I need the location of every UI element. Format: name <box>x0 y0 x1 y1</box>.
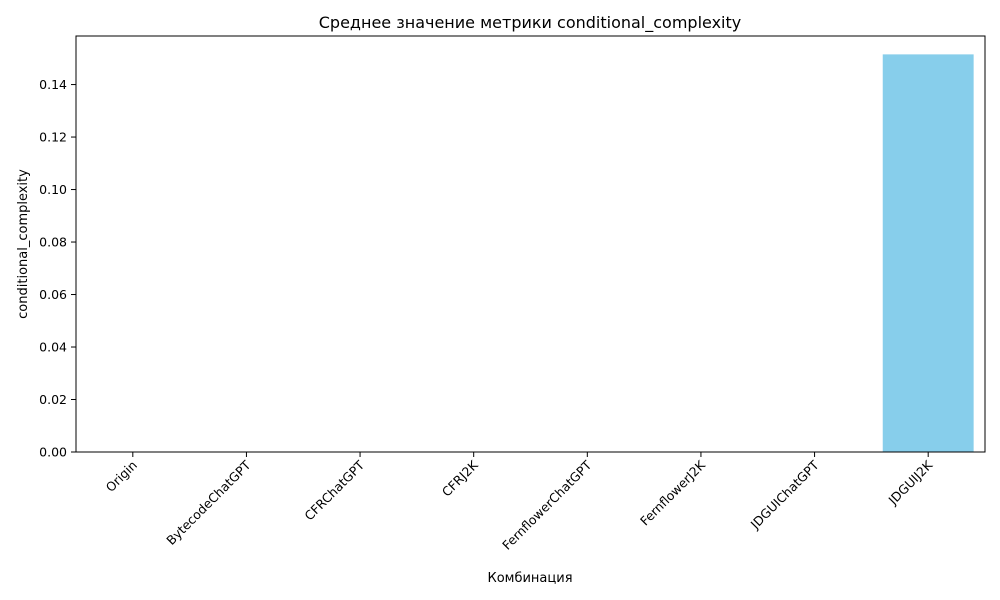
x-tick-label: FernflowerChatGPT <box>499 457 594 552</box>
x-tick-label: JDGUIJ2K <box>885 457 936 508</box>
y-tick-label: 0.00 <box>39 445 67 460</box>
x-tick-label: CFRJ2K <box>439 457 482 500</box>
y-axis-ticks: 0.00 0.02 0.04 0.06 0.08 0.10 0.12 0.14 <box>39 77 76 460</box>
plot-area-frame <box>75 35 986 453</box>
x-axis-ticks: Origin BytecodeChatGPT CFRChatGPT CFRJ2K Fer… <box>103 452 936 553</box>
x-tick-label: Origin <box>103 458 140 495</box>
y-tick-label: 0.14 <box>39 77 67 92</box>
y-tick-label: 0.10 <box>39 182 67 197</box>
y-axis-label: conditional_complexity <box>16 169 31 319</box>
x-axis-label: Комбинация <box>487 571 572 586</box>
y-tick-label: 0.04 <box>39 340 67 355</box>
x-tick-label: CFRChatGPT <box>301 457 367 523</box>
bars-group <box>882 54 974 452</box>
x-tick-label: BytecodeChatGPT <box>163 457 254 548</box>
chart-title: Среднее значение метрики conditional_com… <box>319 13 741 33</box>
x-tick-label: FernflowerJ2K <box>637 457 709 529</box>
y-tick-label: 0.06 <box>39 287 67 302</box>
x-tick-label: JDGUIChatGPT <box>747 457 822 532</box>
y-tick-label: 0.02 <box>39 392 67 407</box>
bar-JDGUIJ2K <box>882 54 974 452</box>
y-tick-label: 0.08 <box>39 235 67 250</box>
y-tick-label: 0.12 <box>39 130 67 145</box>
